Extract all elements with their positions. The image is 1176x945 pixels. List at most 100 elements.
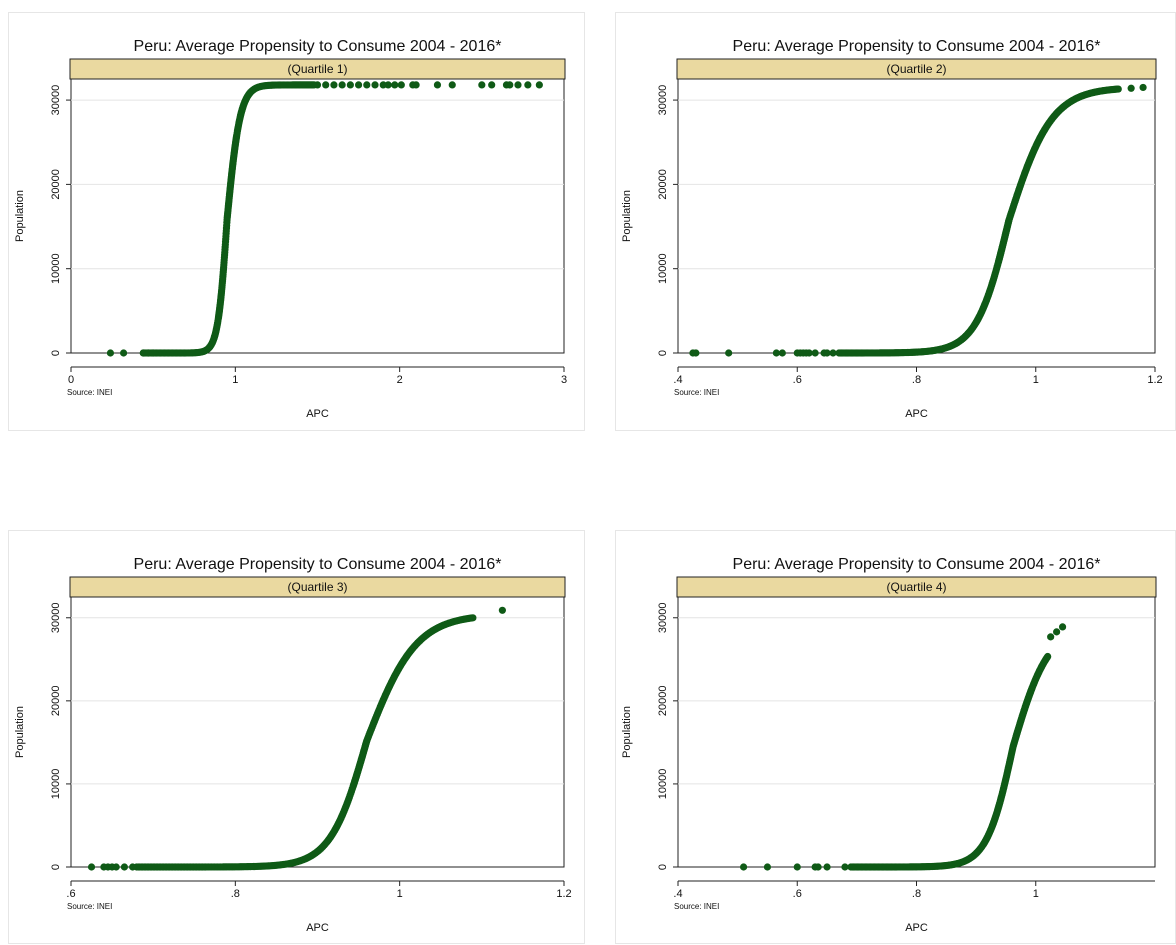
data-point xyxy=(139,349,147,357)
y-tick-label: 10000 xyxy=(50,769,62,800)
y-tick-label: 20000 xyxy=(657,686,669,717)
x-tick-label: 3 xyxy=(561,374,567,386)
data-point xyxy=(129,863,137,871)
data-point xyxy=(1114,85,1122,93)
chart-svg-quartile-2: Peru: Average Propensity to Consume 2004… xyxy=(621,38,1163,420)
x-tick-label: 1.2 xyxy=(556,888,571,900)
plot-area xyxy=(70,596,565,868)
y-axis-label: Population xyxy=(621,190,633,242)
data-point xyxy=(1044,652,1052,661)
chart-panel-quartile-2: Peru: Average Propensity to Consume 2004… xyxy=(615,12,1176,431)
data-point xyxy=(448,81,456,89)
data-point xyxy=(120,863,129,871)
data-point xyxy=(692,349,700,357)
data-point xyxy=(330,81,338,89)
data-point xyxy=(384,81,392,89)
data-point xyxy=(793,863,801,871)
chart-svg-quartile-3: Peru: Average Propensity to Consume 2004… xyxy=(14,556,572,934)
data-point xyxy=(144,349,152,357)
chart-source: Source: INEI xyxy=(674,902,719,911)
data-point xyxy=(811,349,819,357)
x-tick-label: 1 xyxy=(232,374,238,386)
data-point xyxy=(514,81,522,89)
x-tick-label: 1.2 xyxy=(1147,374,1162,386)
y-tick-label: 20000 xyxy=(50,169,62,200)
data-point xyxy=(346,81,354,89)
x-tick-label: .8 xyxy=(912,374,921,386)
data-point xyxy=(469,614,477,622)
chart-source: Source: INEI xyxy=(67,902,112,911)
data-point xyxy=(338,81,346,89)
data-point xyxy=(1053,628,1061,636)
y-tick-label: 0 xyxy=(657,350,669,356)
chart-source: Source: INEI xyxy=(674,388,719,397)
data-point xyxy=(823,863,831,871)
chart-svg-quartile-1: Peru: Average Propensity to Consume 2004… xyxy=(14,38,567,420)
y-tick-label: 10000 xyxy=(657,769,669,800)
y-tick-label: 30000 xyxy=(657,85,669,116)
data-point xyxy=(524,81,532,89)
y-tick-label: 0 xyxy=(50,350,62,356)
x-axis-label: APC xyxy=(905,922,928,934)
scatter-points xyxy=(87,606,506,871)
x-tick-label: .6 xyxy=(793,374,802,386)
data-point xyxy=(149,349,157,357)
data-point xyxy=(106,349,115,357)
data-point xyxy=(397,81,405,89)
y-tick-label: 20000 xyxy=(50,686,62,717)
x-tick-label: 1 xyxy=(1033,374,1039,386)
x-axis-label: APC xyxy=(306,408,329,420)
data-point xyxy=(112,863,120,871)
chart-subtitle: (Quartile 3) xyxy=(287,580,347,594)
x-tick-label: 2 xyxy=(397,374,403,386)
y-tick-label: 0 xyxy=(657,864,669,870)
data-point xyxy=(412,81,420,89)
plot-area xyxy=(70,78,565,354)
x-tick-label: 1 xyxy=(397,888,403,900)
x-axis-label: APC xyxy=(306,922,329,934)
data-point xyxy=(363,81,371,89)
y-tick-label: 30000 xyxy=(657,602,669,633)
data-point xyxy=(506,81,514,89)
data-point xyxy=(1139,83,1147,92)
data-point xyxy=(119,349,128,357)
y-axis-label: Population xyxy=(621,706,633,758)
y-tick-label: 10000 xyxy=(657,253,669,284)
x-tick-label: .8 xyxy=(231,888,240,900)
y-tick-label: 0 xyxy=(50,864,62,870)
data-point xyxy=(354,81,363,89)
chart-title: Peru: Average Propensity to Consume 2004… xyxy=(733,556,1101,573)
data-point xyxy=(478,81,486,89)
y-tick-label: 30000 xyxy=(50,602,62,633)
x-tick-label: .4 xyxy=(673,888,682,900)
chart-subtitle: (Quartile 2) xyxy=(886,62,946,76)
x-tick-label: 1 xyxy=(1033,888,1039,900)
chart-subtitle: (Quartile 1) xyxy=(287,62,347,76)
chart-title: Peru: Average Propensity to Consume 2004… xyxy=(134,556,502,573)
x-tick-label: 0 xyxy=(68,374,74,386)
x-tick-label: .6 xyxy=(66,888,75,900)
y-tick-label: 10000 xyxy=(50,253,62,284)
data-point xyxy=(87,863,96,871)
data-point xyxy=(841,863,849,871)
data-point xyxy=(322,81,330,89)
data-point xyxy=(814,863,822,871)
plot-area xyxy=(677,78,1156,354)
data-point xyxy=(805,349,813,357)
chart-panel-quartile-4: Peru: Average Propensity to Consume 2004… xyxy=(615,530,1176,944)
data-point xyxy=(488,81,496,89)
x-tick-label: .8 xyxy=(912,888,921,900)
data-point xyxy=(739,863,748,871)
data-point xyxy=(391,81,399,89)
chart-title: Peru: Average Propensity to Consume 2004… xyxy=(733,38,1101,55)
scatter-points xyxy=(739,623,1067,871)
data-point xyxy=(823,349,831,357)
scatter-points xyxy=(106,81,543,357)
chart-subtitle: (Quartile 4) xyxy=(886,580,946,594)
chart-panel-quartile-3: Peru: Average Propensity to Consume 2004… xyxy=(8,530,585,944)
y-axis-label: Population xyxy=(14,190,26,242)
x-tick-label: .4 xyxy=(673,374,682,386)
data-point xyxy=(829,349,837,357)
data-point xyxy=(433,81,442,89)
data-point xyxy=(313,81,322,89)
